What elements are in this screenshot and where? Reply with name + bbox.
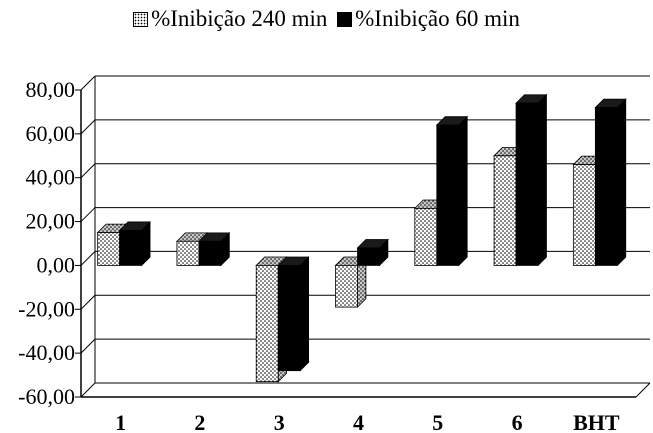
y-tick-label: -40,00 [18,340,75,365]
y-tick-label: 40,00 [26,165,76,190]
bar-60min [197,231,231,267]
bar-240min-front [255,265,279,383]
bar-60min-side [299,256,310,372]
x-tick-label: 2 [194,410,205,433]
x-tick-label: 6 [512,410,523,433]
gridline-depth [80,119,96,135]
floor-edge [635,382,651,398]
x-tick-label: 5 [432,410,443,433]
y-axis-ticks: 80,00 60,00 40,00 20,00 0,00 -20,00 -40,00 -60,… [18,77,81,409]
bar-60min-side [458,115,468,267]
gridline-depth [80,75,96,91]
bar-60min [118,220,152,267]
x-axis-ticks: 1 2 3 4 5 6 BHT [115,410,620,433]
gridline-depth [80,294,96,310]
bar-60min-front [277,265,301,372]
axes [80,76,651,398]
legend-label-240min: %Inibição 240 min [151,6,328,31]
gridline-depth [80,382,96,398]
bar-60min [435,115,469,267]
y-tick-label: 80,00 [26,77,76,102]
bar-240min-front [414,208,438,266]
bar-60min-front [357,247,380,266]
bar-240min-front [176,240,200,266]
bar-240min-front [97,232,121,266]
bar-240min-front [335,265,358,308]
bar-240min-front [572,164,596,266]
y-tick-label: 20,00 [26,209,76,234]
bar-240min [334,256,367,309]
gridline-depth [80,338,96,354]
legend-item-240min: %Inibição 240 min [133,6,327,32]
bar-60min-front [436,124,460,266]
y-tick-label: -60,00 [18,384,75,409]
bar-60min-side [537,93,547,267]
bar-60min [277,256,310,372]
chart-legend: %Inibição 240 min %Inibição 60 min [0,6,653,33]
gridlines [80,75,650,398]
legend-swatch-dotted [133,11,149,27]
bar-60min [515,93,548,267]
bar-60min-front [594,107,618,266]
bar-60min-front [515,102,539,266]
gridline-depth [80,251,96,266]
gridline-depth [80,163,96,179]
bar-60min [356,238,389,267]
bar-240min-front [493,155,517,266]
y-tick-label: -20,00 [18,296,75,321]
legend-swatch-solid [337,11,353,27]
gridline-depth [80,207,96,222]
bar-60min-front [119,229,143,266]
x-tick-label: BHT [573,410,620,433]
x-tick-label: 4 [353,410,364,433]
legend-label-60min: %Inibição 60 min [355,6,520,31]
bars [96,93,627,383]
bar-60min-side [616,98,627,267]
y-tick-label: 60,00 [26,121,76,146]
x-tick-label: 1 [115,410,126,433]
legend-item-60min: %Inibição 60 min [337,6,520,32]
bar-60min-front [198,240,222,266]
y-tick-label: 0,00 [37,252,76,277]
bar-60min [594,98,627,267]
x-tick-label: 3 [274,410,285,433]
